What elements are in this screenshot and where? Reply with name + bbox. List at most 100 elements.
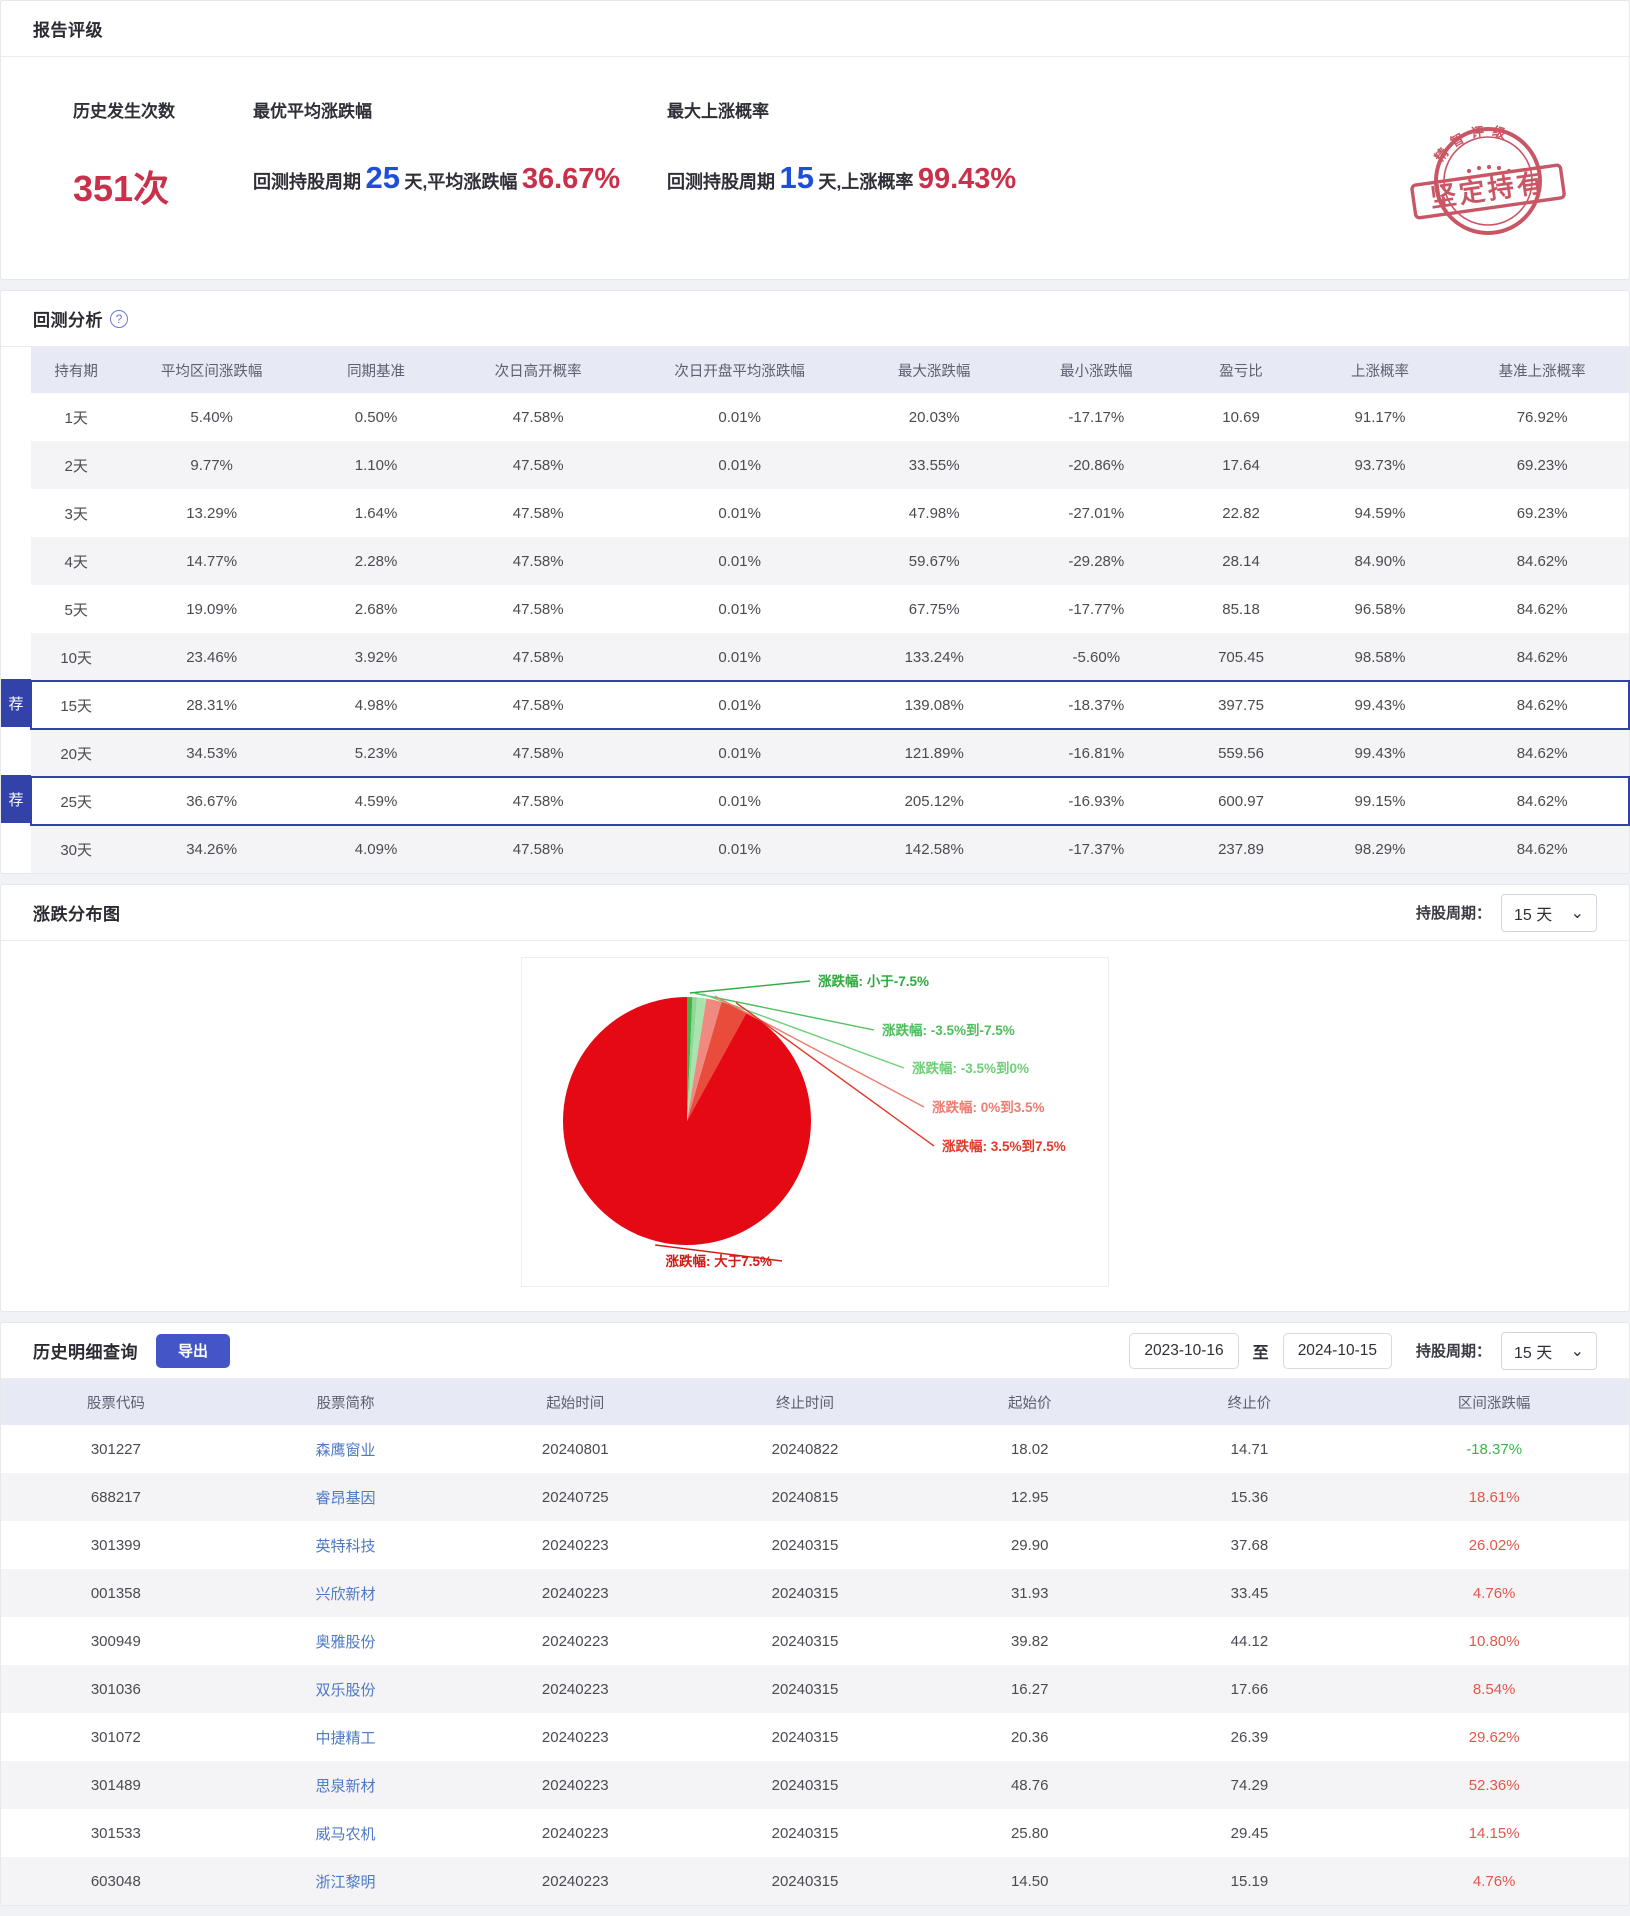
history-cell-start-price: 25.80 bbox=[1010, 1824, 1049, 1842]
backtest-cell-max: 47.98% bbox=[908, 504, 960, 522]
table-row[interactable]: 301227 森鹰窗业 20240801 20240822 18.02 14.71 -18.… bbox=[1, 1425, 1629, 1473]
table-row[interactable]: 3天 13.29% 1.64% 47.58% 0.01% 47.98% -27.01% 22.… bbox=[31, 489, 1629, 537]
history-cell-name[interactable]: 思泉新材 bbox=[315, 1777, 376, 1795]
table-row[interactable]: 25天荐 36.67% 4.59% 47.58% 0.01% 205.12% -16.93%… bbox=[1, 775, 1630, 826]
backtest-cell-winrate: 93.73% bbox=[1354, 456, 1406, 474]
distribution-panel-header: 涨跌分布图 持股周期： 15 天 ⌄ bbox=[1, 885, 1629, 941]
pie-slice[interactable] bbox=[687, 997, 698, 1121]
history-period-value: 15 天 bbox=[1514, 1344, 1553, 1362]
history-cell-start: 20240725 bbox=[541, 1488, 609, 1506]
backtest-cell-bench: 1.64% bbox=[354, 504, 398, 522]
backtest-cell-bench: 3.92% bbox=[354, 648, 398, 666]
svg-text:坚定持有: 坚定持有 bbox=[1428, 167, 1547, 213]
date-to-input[interactable]: 2024-10-15 bbox=[1282, 1332, 1392, 1369]
backtest-cell-benchwin: 76.92% bbox=[1516, 408, 1568, 426]
backtest-cell-period: 5天 bbox=[64, 601, 88, 619]
table-row[interactable]: 20天 34.53% 5.23% 47.58% 0.01% 121.89% -16.81% 5… bbox=[31, 729, 1629, 777]
help-icon[interactable]: ? bbox=[110, 309, 128, 328]
distribution-controls: 持股周期： 15 天 ⌄ bbox=[1415, 893, 1597, 932]
backtest-cell-winrate: 99.15% bbox=[1354, 792, 1406, 810]
history-cell-end-price: 44.12 bbox=[1230, 1632, 1269, 1650]
backtest-cell-pl: 22.82 bbox=[1222, 504, 1260, 522]
history-cell-name[interactable]: 森鹰窗业 bbox=[315, 1441, 376, 1459]
pie-slice[interactable] bbox=[687, 998, 722, 1121]
table-row[interactable]: 603048 浙江黎明 20240223 20240315 14.50 15.19 4.76… bbox=[1, 1857, 1629, 1905]
table-row[interactable]: 30天 34.26% 4.09% 47.58% 0.01% 142.58% -17.37% 2… bbox=[31, 825, 1629, 873]
distribution-period-label: 持股周期： bbox=[1415, 905, 1491, 922]
backtest-col-header: 平均区间涨跌幅 bbox=[121, 347, 302, 393]
table-row[interactable]: 10天 23.46% 3.92% 47.58% 0.01% 133.24% -5.60% 70… bbox=[31, 633, 1629, 681]
backtest-col-header: 基准上涨概率 bbox=[1455, 347, 1629, 393]
table-row[interactable]: 4天 14.77% 2.28% 47.58% 0.01% 59.67% -29.28% 28.… bbox=[31, 537, 1629, 585]
history-cell-end: 20240315 bbox=[771, 1680, 839, 1698]
backtest-cell-bench: 2.68% bbox=[354, 600, 398, 618]
backtest-col-header: 盈亏比 bbox=[1177, 347, 1305, 393]
pie-slice[interactable] bbox=[563, 997, 811, 1245]
backtest-table-wrapper: 持有期 平均区间涨跌幅 同期基准 次日高开概率 次日开盘平均涨跌幅 最大涨跌幅 最小涨跌幅盈… bbox=[1, 347, 1630, 873]
history-cell-end: 20240315 bbox=[771, 1776, 839, 1794]
history-cell-name[interactable]: 双乐股份 bbox=[315, 1681, 376, 1699]
pie-callout-line bbox=[714, 995, 925, 1108]
distribution-period-select[interactable]: 15 天 ⌄ bbox=[1501, 893, 1597, 932]
history-cell-start-price: 20.36 bbox=[1010, 1728, 1049, 1746]
table-row[interactable]: 688217 睿昂基因 20240725 20240815 12.95 15.36 18.6… bbox=[1, 1473, 1629, 1521]
pie-slice-label: 涨跌幅: -3.5%到-7.5% bbox=[882, 1022, 1015, 1038]
table-row[interactable]: 300949 奥雅股份 20240223 20240315 39.82 44.12 10.8… bbox=[1, 1617, 1629, 1665]
history-cell-code: 688217 bbox=[90, 1488, 141, 1506]
backtest-cell-nextopen: 0.01% bbox=[718, 792, 761, 810]
rating-kpi-row: 历史发生次数 351次 最优平均涨跌幅 回测持股周期 25 天,平均涨跌幅 36… bbox=[1, 57, 1629, 277]
backtest-cell-max: 121.89% bbox=[904, 744, 964, 762]
table-row[interactable]: 15天荐 28.31% 4.98% 47.58% 0.01% 139.08% -18.37%… bbox=[1, 679, 1630, 730]
history-cell-change: 8.54% bbox=[1472, 1680, 1516, 1698]
export-button[interactable]: 导出 bbox=[156, 1333, 231, 1368]
date-from-input[interactable]: 2023-10-16 bbox=[1129, 1332, 1239, 1369]
history-cell-name[interactable]: 睿昂基因 bbox=[315, 1489, 376, 1507]
table-row[interactable]: 301036 双乐股份 20240223 20240315 16.27 17.66 8.54… bbox=[1, 1665, 1629, 1713]
backtest-cell-benchwin: 84.62% bbox=[1516, 744, 1568, 762]
table-row[interactable]: 301533 威马农机 20240223 20240315 25.80 29.45 14.1… bbox=[1, 1809, 1629, 1857]
backtest-cell-bench: 1.10% bbox=[354, 456, 398, 474]
backtest-cell-nextopen: 0.01% bbox=[718, 744, 761, 762]
history-cell-end-price: 29.45 bbox=[1230, 1824, 1269, 1842]
history-cell-start: 20240801 bbox=[541, 1440, 609, 1458]
history-cell-end: 20240315 bbox=[771, 1728, 839, 1746]
history-cell-name[interactable]: 中捷精工 bbox=[315, 1729, 376, 1747]
backtest-cell-pl: 397.75 bbox=[1218, 696, 1264, 714]
table-row[interactable]: 301489 思泉新材 20240223 20240315 48.76 74.29 52.3… bbox=[1, 1761, 1629, 1809]
distribution-title: 涨跌分布图 bbox=[33, 905, 121, 924]
history-cell-start-price: 18.02 bbox=[1010, 1440, 1049, 1458]
pie-slice[interactable] bbox=[687, 997, 693, 1121]
table-row[interactable]: 301072 中捷精工 20240223 20240315 20.36 26.39 29.6… bbox=[1, 1713, 1629, 1761]
backtest-cell-avg: 9.77% bbox=[190, 456, 233, 474]
history-cell-name[interactable]: 兴欣新材 bbox=[315, 1585, 376, 1603]
history-cell-name[interactable]: 威马农机 bbox=[315, 1825, 376, 1843]
backtest-cell-bench: 2.28% bbox=[354, 552, 398, 570]
kpi-history-count: 历史发生次数 351次 bbox=[73, 97, 175, 212]
history-cell-code: 301533 bbox=[90, 1824, 141, 1842]
backtest-cell-min: -16.81% bbox=[1068, 744, 1125, 762]
history-cell-change: -18.37% bbox=[1466, 1440, 1523, 1458]
history-cell-name[interactable]: 浙江黎明 bbox=[315, 1873, 376, 1891]
recommended-badge: 荐 bbox=[1, 679, 31, 727]
backtest-cell-winrate: 91.17% bbox=[1354, 408, 1406, 426]
backtest-cell-nextopen: 0.01% bbox=[718, 600, 761, 618]
history-cell-code: 301489 bbox=[90, 1776, 141, 1794]
backtest-cell-gapup: 47.58% bbox=[512, 840, 564, 858]
history-cell-name[interactable]: 英特科技 bbox=[315, 1537, 376, 1555]
table-row[interactable]: 5天 19.09% 2.68% 47.58% 0.01% 67.75% -17.77% 85.… bbox=[31, 585, 1629, 633]
table-row[interactable]: 1天 5.40% 0.50% 47.58% 0.01% 20.03% -17.17% 10.6… bbox=[31, 393, 1629, 441]
table-row[interactable]: 001358 兴欣新材 20240223 20240315 31.93 33.45 4.76… bbox=[1, 1569, 1629, 1617]
pie-slice[interactable] bbox=[687, 1001, 747, 1121]
history-cell-end-price: 15.36 bbox=[1230, 1488, 1269, 1506]
pie-chart-container: 涨跌幅: 小于-7.5% 涨跌幅: -3.5%到-7.5% 涨跌幅: -3.5%到0… bbox=[521, 957, 1109, 1287]
kpi-best-period-number: 25 bbox=[365, 160, 400, 195]
history-period-select[interactable]: 15 天 ⌄ bbox=[1501, 1331, 1597, 1370]
table-row[interactable]: 301399 英特科技 20240223 20240315 29.90 37.68 26.0… bbox=[1, 1521, 1629, 1569]
pie-slice[interactable] bbox=[687, 997, 707, 1121]
history-cell-name[interactable]: 奥雅股份 bbox=[315, 1633, 376, 1651]
pie-callout-line bbox=[694, 992, 875, 1031]
table-row[interactable]: 2天 9.77% 1.10% 47.58% 0.01% 33.55% -20.86% 17.6… bbox=[31, 441, 1629, 489]
backtest-cell-gapup: 47.58% bbox=[512, 744, 564, 762]
history-title: 历史明细查询 bbox=[33, 1343, 138, 1362]
history-cell-change: 18.61% bbox=[1468, 1488, 1520, 1506]
